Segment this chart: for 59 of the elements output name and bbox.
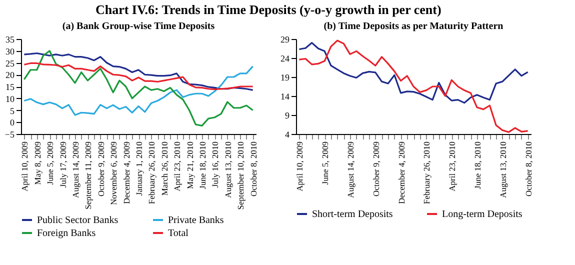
- y-tick-label: 35: [6, 34, 15, 44]
- y-tick-label: 4: [285, 130, 290, 140]
- x-tick-label: April 23, 2010: [447, 142, 458, 192]
- x-tick-label: June 5, 2009: [320, 142, 330, 185]
- y-tick-label: 9: [285, 110, 290, 120]
- y-tick-label: 5: [10, 106, 15, 116]
- chart-title: (b) Time Deposits as per Maturity Pattern: [324, 21, 504, 32]
- x-tick-label: March 26, 2010: [159, 142, 170, 196]
- legend-label: Foreign Banks: [37, 228, 96, 239]
- x-tick-label: January 1, 2010: [134, 142, 144, 196]
- x-tick-label: December 4, 2009: [396, 142, 406, 204]
- x-tick-label: August 14, 2009: [70, 142, 80, 198]
- y-tick-label: 14: [280, 92, 290, 102]
- y-tick-label: 0: [10, 118, 15, 128]
- y-tick-label: 20: [6, 70, 15, 80]
- y-tick-label: 19: [280, 72, 290, 82]
- x-tick-label: June 18, 2010: [472, 142, 483, 189]
- x-tick-label: July 17, 2009: [58, 142, 68, 188]
- x-tick-label: August 13, 2010: [222, 142, 233, 198]
- x-tick-label: September 11, 2009: [83, 142, 94, 210]
- line-series: [298, 42, 529, 104]
- line-series: [23, 52, 254, 91]
- x-tick-label: May 8, 2009: [32, 142, 42, 185]
- y-tick-label: 25: [6, 58, 15, 68]
- x-tick-label: May 21, 2010: [184, 142, 195, 189]
- y-tick-label: 30: [6, 46, 15, 56]
- x-tick-label: September 10, 2010: [236, 142, 246, 210]
- x-tick-label: November 6, 2009: [108, 142, 119, 206]
- legend-label: Total: [168, 228, 189, 239]
- line-series: [23, 66, 254, 116]
- x-tick-label: October 8, 2010: [248, 142, 258, 197]
- legend-label: Public Sector Banks: [37, 215, 118, 226]
- x-tick-label: October 9, 2009: [96, 142, 106, 197]
- chart-title: Chart IV.6: Trends in Time Deposits (y-o-y growth in per cent): [95, 2, 442, 17]
- x-tick-label: April 23, 2010: [172, 142, 182, 192]
- x-tick-label: April 10, 2009: [20, 142, 30, 192]
- chart-subtitle: (a) Bank Group-wise Time Deposits: [62, 21, 215, 32]
- y-tick-label: −5: [4, 130, 15, 140]
- x-tick-label: February 26, 2010: [422, 142, 432, 204]
- x-tick-label: August 14, 2009: [345, 142, 356, 198]
- y-tick-label: 24: [280, 54, 290, 64]
- x-tick-label: June 5, 2009: [45, 142, 56, 185]
- x-tick-label: October 8, 2010: [523, 142, 534, 197]
- legend-label: Short-term Deposits: [312, 209, 393, 220]
- x-tick-label: August 13, 2010: [498, 142, 508, 198]
- x-tick-label: April 10, 2009: [294, 142, 305, 192]
- x-tick-label: February 26, 2010: [146, 142, 157, 204]
- x-tick-label: June 18, 2010: [198, 142, 208, 189]
- legend-label: Private Banks: [168, 215, 224, 226]
- x-tick-label: July 16, 2010: [210, 142, 220, 188]
- x-tick-label: October 9, 2009: [370, 142, 381, 197]
- line-series: [298, 40, 529, 133]
- y-tick-label: 10: [6, 94, 15, 104]
- line-series: [23, 62, 254, 90]
- y-tick-label: 29: [280, 34, 290, 44]
- legend-label: Long-term Deposits: [442, 209, 522, 220]
- line-series: [23, 50, 254, 126]
- x-tick-label: December 4, 2009: [121, 142, 132, 204]
- y-tick-label: 15: [6, 82, 15, 92]
